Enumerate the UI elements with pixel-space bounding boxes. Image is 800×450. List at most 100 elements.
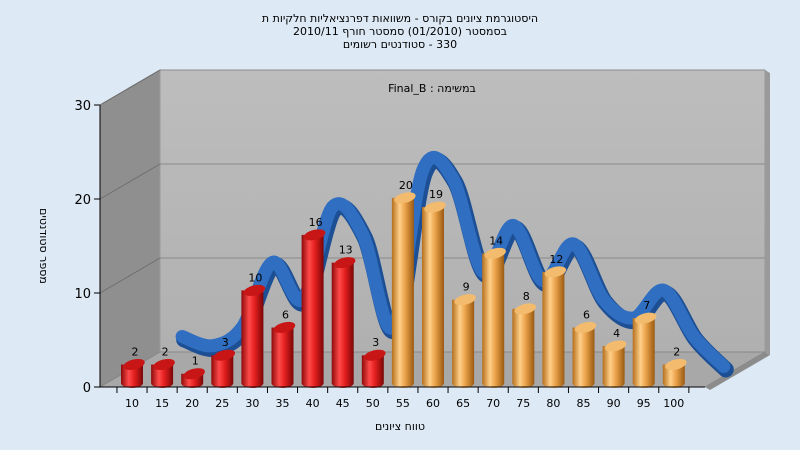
x-tick-label: 80 [546,397,560,410]
bar-body [121,364,143,388]
data-label: 2 [162,345,169,358]
x-tick-label: 85 [577,397,591,410]
x-axis-title: טווח ציונים [375,420,425,433]
bar-top [484,247,506,259]
x-tick-label: 25 [215,397,229,410]
bar-top [153,358,175,371]
x-tick-label: 20 [185,397,199,410]
bar-top [273,321,296,333]
bar [361,349,386,388]
bar [512,303,537,388]
grid-line-side [99,163,161,200]
bar-top [514,303,537,315]
x-tick-label: 70 [486,397,500,410]
bar-top [544,266,567,278]
bar-top [665,358,687,371]
bar [602,340,627,388]
y-tick-label: 20 [74,193,91,208]
bar-body [271,327,294,388]
data-label: 10 [248,271,262,284]
data-label: 3 [372,336,379,349]
data-label: 14 [489,234,503,247]
x-tick-label: 55 [396,397,410,410]
data-label: 2 [132,345,139,358]
bar [181,368,205,388]
x-tick-label: 95 [637,397,651,410]
chart-title-line-2: בסמסטר (01/2010) סמסטר חורף 2010/11 [293,25,507,38]
chart-title-line-3: 330 - סטודנטים רשומים [342,38,458,51]
bar-body [482,253,505,388]
x-tick-label: 65 [456,397,470,410]
y-tick-label: 0 [83,381,91,396]
x-tick-label: 30 [245,397,259,410]
data-label: 3 [222,336,229,349]
x-tick-label: 40 [306,397,320,410]
bar-body [542,271,565,388]
grid-line-side [99,257,161,294]
data-label: 19 [429,188,443,201]
bar-top [394,192,416,204]
data-label: 8 [523,290,530,303]
bar-body [391,197,414,388]
data-label: 7 [643,299,650,312]
floor-shade [705,352,770,390]
right-depth-shade [765,70,770,355]
bar [391,192,416,388]
bar [151,358,175,388]
grid-lines [99,69,765,294]
bar-top [243,284,266,296]
bar-body [512,308,535,388]
x-tick-label: 50 [366,397,380,410]
bar [211,349,236,388]
data-label: 6 [282,308,289,321]
bar-body [331,262,354,388]
x-tick-label: 15 [155,397,169,410]
x-axis: 10 15 20 25 30 35 40 45 50 55 60 65 70 75 80 85 90 95 100 [100,386,705,410]
bar-body [211,355,234,388]
bar [241,284,266,388]
bar-top [574,321,597,333]
y-axis: 0 10 20 30 [74,99,101,396]
bar [121,358,145,388]
data-label: 12 [549,253,563,266]
bar-top [424,201,446,213]
y-tick-label: 10 [74,287,91,302]
y-tick-label: 30 [74,99,91,114]
x-tick-label: 60 [426,397,440,410]
bar-body [151,364,174,388]
bar [271,321,296,388]
bar [572,321,597,388]
x-tick-label: 10 [125,397,139,410]
x-tick-label: 35 [276,397,290,410]
x-tick-label: 90 [607,397,621,410]
bar [301,229,326,388]
chart-title-line-1: היסטוגרמת ציונים בקורס - משוואות דפרנציא… [261,12,539,25]
bar-body [452,299,475,388]
y-axis-title: מספר סטודנטים [37,208,50,284]
curve-ribbon [175,151,731,373]
bar [422,201,446,388]
grid-line-side [99,69,161,106]
data-label: 1 [192,355,199,368]
bar-top [364,349,386,361]
left-wall [99,69,161,388]
bar-top [454,294,476,306]
bar [632,312,657,388]
bar-body [361,355,384,388]
bar-body [422,207,444,388]
chart-subtitle: במשימה : Final_B [388,82,476,95]
x-tick-label: 75 [516,397,530,410]
data-label: 20 [399,179,413,192]
bar [542,266,567,388]
bar-top [123,358,145,371]
bars [121,192,687,388]
distribution-curve [175,151,734,378]
data-label: 4 [613,327,620,340]
bar-top [183,368,205,380]
bar-body [572,327,595,388]
data-label: 2 [673,345,680,358]
x-tick-label: 45 [336,397,350,410]
